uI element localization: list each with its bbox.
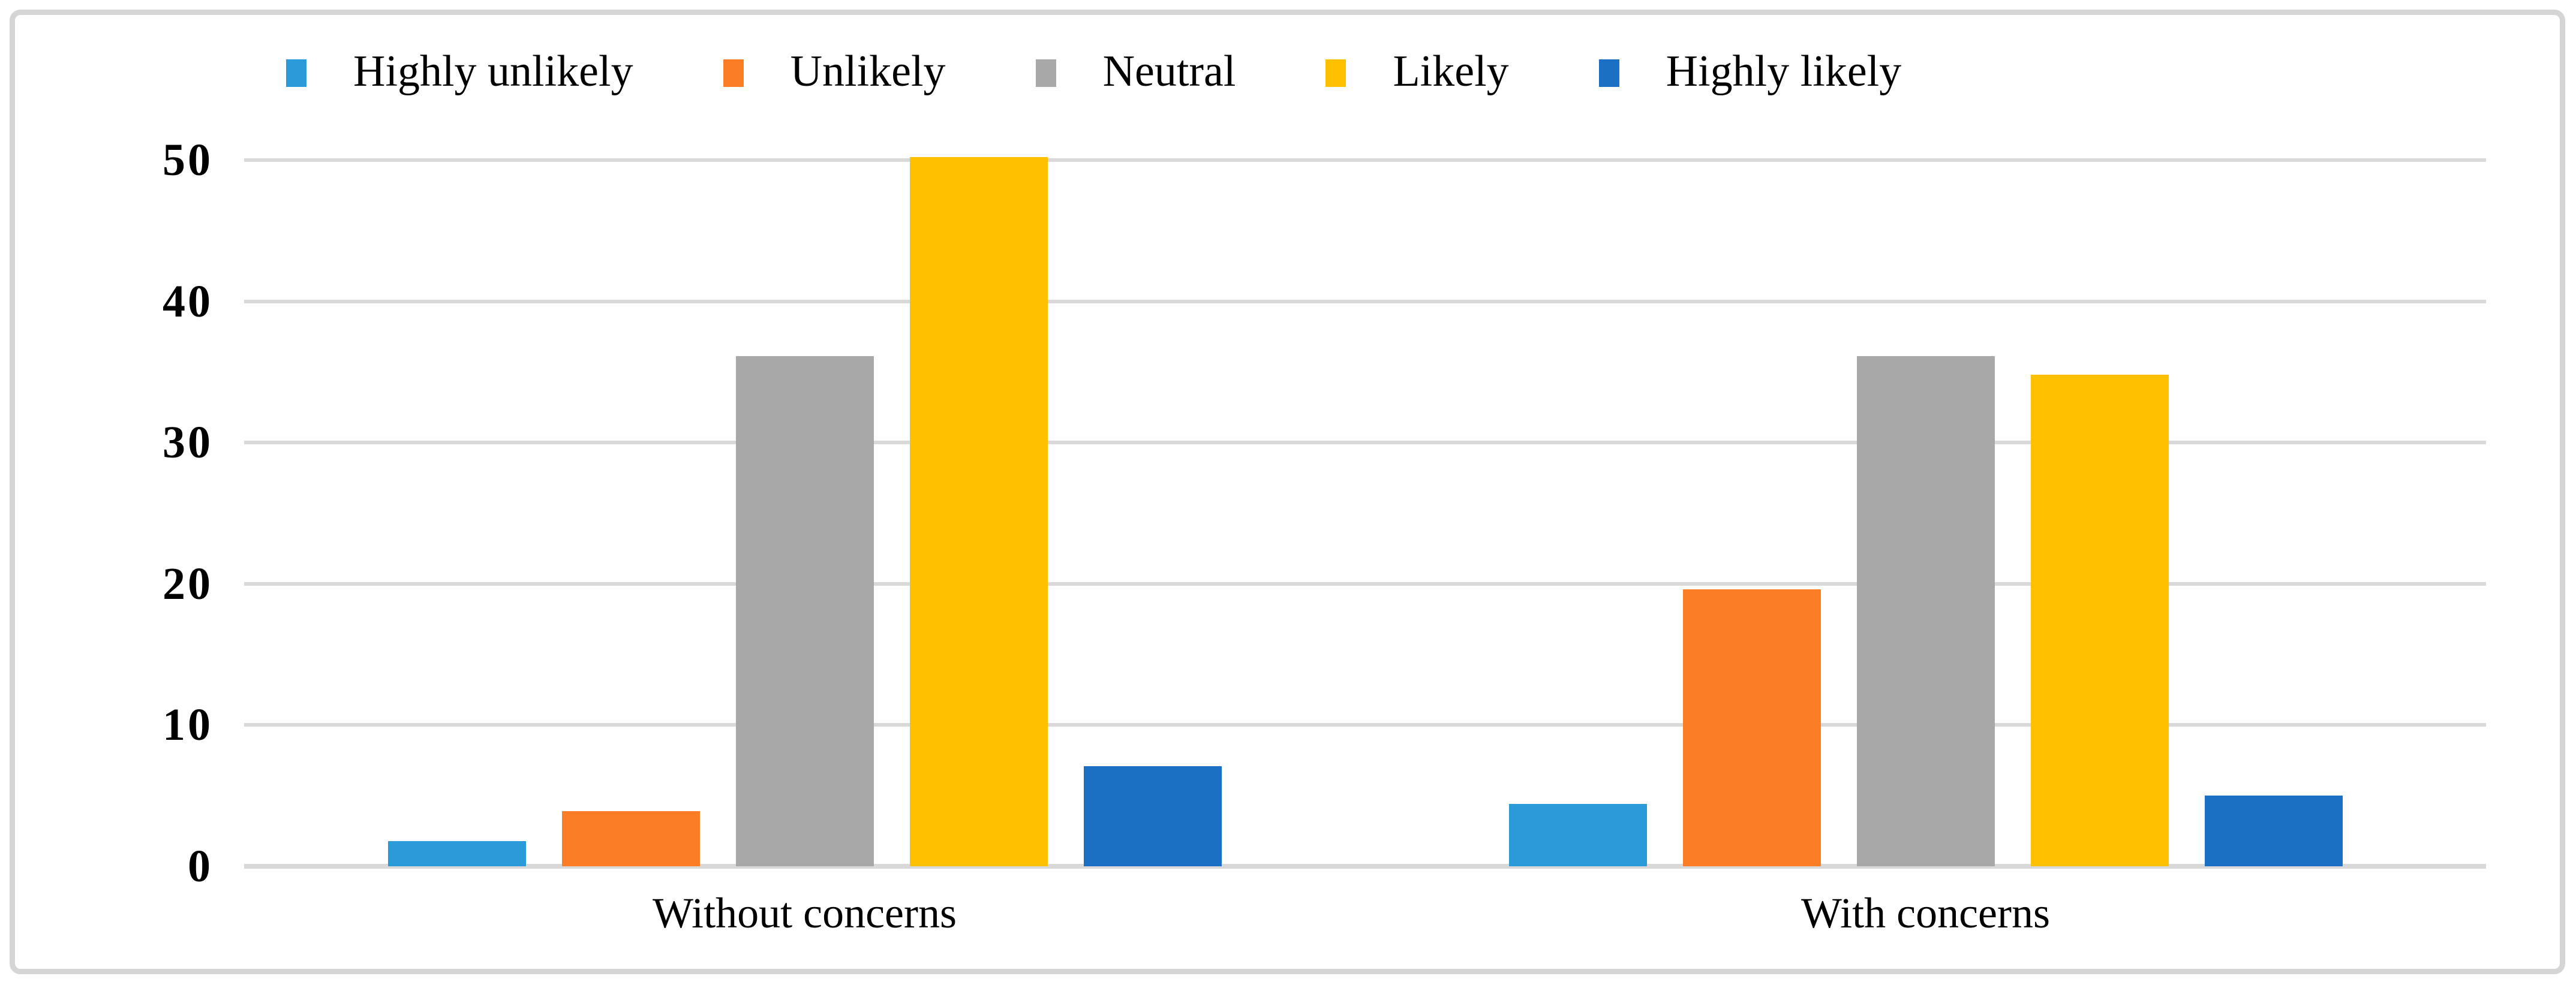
legend-swatch-icon [723, 59, 744, 87]
bar-highly-unlikely [1508, 804, 1647, 866]
legend-item: Unlikely [723, 49, 946, 97]
bar-likely [909, 157, 1048, 866]
bar-unlikely [561, 811, 700, 866]
bar-neutral [735, 356, 874, 866]
legend-label: Likely [1393, 47, 1509, 96]
legend-label: Unlikely [790, 47, 946, 96]
x-axis-category-labels: Without concerns With concerns [244, 891, 2486, 957]
legend-swatch-icon [1035, 59, 1056, 87]
legend-item: Highly likely [1598, 47, 1902, 97]
gridline [244, 441, 2486, 445]
bar-unlikely [1682, 589, 1821, 866]
x-axis-line [244, 864, 2486, 869]
legend-swatch-icon [286, 59, 306, 87]
bar-likely [2030, 375, 2169, 866]
bar-highly-likely [2204, 796, 2343, 866]
legend-label: Highly unlikely [353, 47, 633, 96]
y-axis-tick-label: 30 [163, 417, 213, 468]
bar-highly-unlikely [387, 841, 526, 866]
y-axis-tick-label: 20 [163, 558, 213, 609]
legend: Highly unlikely Unlikely Neutral Likely High… [286, 40, 1901, 106]
y-axis-tick-label: 50 [163, 135, 213, 185]
gridline [244, 158, 2486, 162]
y-axis-tick-label: 10 [163, 700, 213, 751]
legend-label: Neutral [1102, 47, 1236, 96]
gridline [244, 582, 2486, 586]
legend-swatch-icon [1325, 59, 1346, 87]
category-label: Without concerns [653, 889, 957, 937]
legend-item: Likely [1325, 47, 1509, 97]
bar-group-without-concerns [387, 157, 1222, 866]
legend-item: Neutral [1035, 47, 1236, 97]
bar-neutral [1856, 356, 1995, 866]
plot-area [244, 157, 2486, 869]
bar-group-with-concerns [1508, 356, 2343, 866]
gridline [244, 723, 2486, 727]
legend-item: Highly unlikely [286, 49, 633, 97]
gridline [244, 299, 2486, 303]
legend-swatch-icon [1598, 59, 1619, 87]
chart-figure: Highly unlikely Unlikely Neutral Likely High… [10, 10, 2565, 974]
category-label: With concerns [1801, 889, 2050, 937]
legend-label: Highly likely [1666, 47, 1902, 96]
y-axis-tick-label: 40 [163, 276, 213, 327]
bar-highly-likely [1083, 766, 1222, 866]
y-axis-tick-label: 0 [188, 841, 213, 891]
